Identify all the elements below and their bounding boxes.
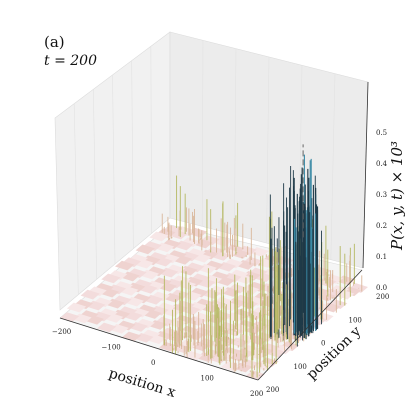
surface-cell	[115, 260, 135, 271]
z-tick-labels: 0.0 0.1 0.2 0.3 0.4 0.5	[376, 129, 388, 292]
grid-line	[330, 73, 336, 260]
x-axis-line	[59, 317, 259, 381]
z-axis-title: P(x, y, t) × 10³	[388, 141, 406, 251]
surface-cell	[135, 244, 155, 255]
z-tick-label: 0.2	[376, 222, 387, 230]
surface-cell	[149, 231, 169, 242]
grid-line	[234, 48, 237, 235]
x-tick-label: 0	[151, 359, 155, 367]
x-tick-label: −100	[102, 344, 121, 352]
surface-cell	[97, 322, 117, 333]
x-tick-labels: −200 −100 0 100 200	[52, 328, 263, 398]
z-tick-label: 0.4	[376, 160, 388, 168]
x-axis-title: position x	[107, 366, 178, 401]
z-axis-line	[362, 81, 369, 269]
grid-line	[150, 46, 152, 234]
y-tick-label: 100	[349, 316, 362, 324]
grid-lines	[73, 40, 336, 295]
grid-line	[201, 40, 204, 227]
z-tick-label: 0.5	[376, 129, 387, 137]
z-tick-label: 0.1	[376, 253, 387, 261]
surface-spikes	[161, 144, 363, 380]
grid-line	[131, 60, 134, 249]
panel-label: (a)	[44, 33, 65, 51]
y-axis-line	[257, 269, 363, 381]
z-tick-label: 0.0	[376, 284, 387, 292]
y-tick-label: 100	[294, 363, 307, 371]
y-tick-label: 200	[266, 386, 279, 394]
surface-cell	[101, 273, 121, 284]
grid-line	[73, 103, 79, 295]
y-tick-labels: 200 100 0 100 200	[266, 293, 389, 394]
grid-line	[266, 56, 270, 244]
surface-cell	[66, 302, 87, 313]
y-tick-label: 0	[321, 340, 325, 348]
surface-cell	[80, 289, 100, 300]
y-tick-label: 200	[376, 293, 389, 301]
time-label: t = 200	[44, 53, 97, 69]
grid-line	[93, 89, 97, 280]
x-tick-label: 100	[201, 375, 214, 383]
x-tick-label: −200	[52, 328, 71, 336]
x-tick-label: 200	[250, 390, 263, 398]
z-tick-label: 0.3	[376, 191, 387, 199]
grid-line	[112, 74, 116, 265]
